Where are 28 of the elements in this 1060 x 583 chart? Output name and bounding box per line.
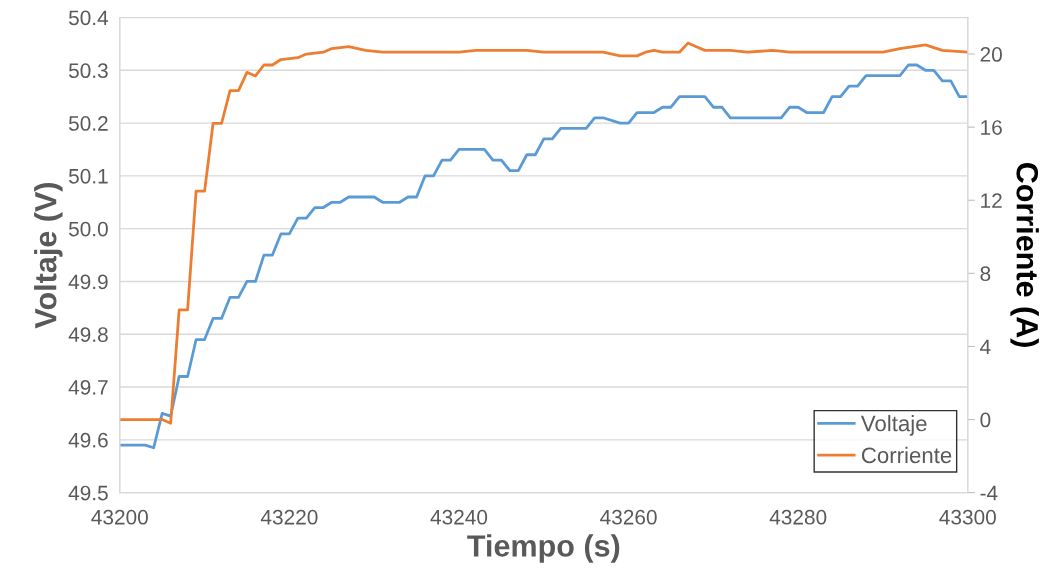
legend-label: Corriente — [861, 446, 952, 464]
y2-tick-label: -4 — [980, 485, 998, 501]
y2-axis-title: Corriente (A) — [1010, 162, 1039, 347]
y2-tick-label: 12 — [981, 193, 1002, 208]
y-tick-label: 50.4 — [68, 10, 109, 26]
y-tick-label: 49.9 — [68, 274, 108, 290]
y2-tick-label: 8 — [980, 266, 991, 282]
x-tick-label: 43260 — [600, 509, 657, 525]
x-tick-label: 43200 — [91, 509, 148, 525]
y-tick-label: 49.8 — [68, 327, 108, 343]
x-tick-label: 43280 — [769, 509, 827, 525]
y2-tick-label: 20 — [980, 47, 1002, 62]
x-tick-label: 43220 — [260, 509, 318, 525]
x-axis-title: Tiempo (s) — [467, 534, 620, 563]
y-tick-label: 50.2 — [68, 116, 108, 131]
y-tick-label: 49.7 — [68, 380, 108, 395]
legend-label: Voltaje — [860, 415, 927, 436]
y-tick-label: 49.6 — [68, 432, 108, 448]
y-axis-title: Voltaje (V) — [34, 183, 63, 329]
y-tick-label: 50.1 — [68, 168, 108, 184]
x-tick-label: 43300 — [939, 509, 996, 525]
y2-tick-label: 16 — [981, 120, 1002, 135]
y-tick-label: 50.3 — [68, 63, 108, 79]
y-tick-label: 50.0 — [68, 221, 108, 237]
y2-tick-label: 0 — [980, 412, 991, 428]
y2-tick-label: 4 — [980, 339, 991, 354]
y-tick-label: 49.5 — [68, 485, 108, 501]
x-tick-label: 43240 — [430, 509, 488, 525]
